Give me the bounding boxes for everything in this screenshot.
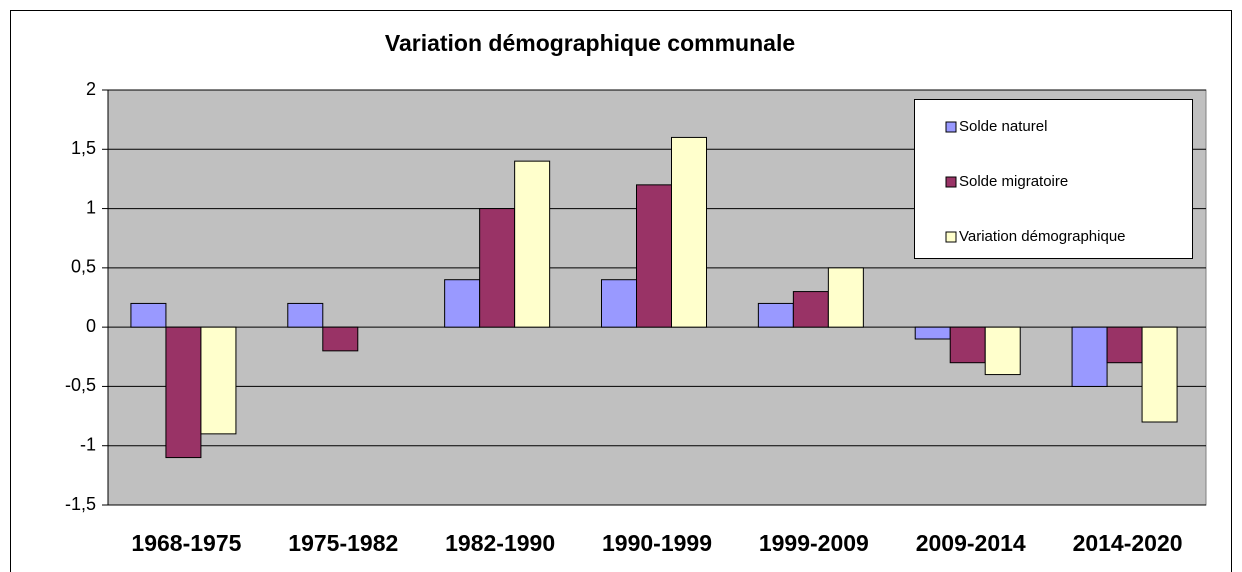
y-tick-label: 0 [86, 316, 96, 336]
bar [601, 279, 637, 328]
legend-label: Solde migratoire [959, 173, 1068, 190]
bar [200, 326, 237, 435]
bar [636, 184, 672, 328]
bar [949, 326, 986, 364]
legend-swatch [945, 231, 957, 243]
bar [984, 326, 1021, 376]
bar [827, 267, 864, 328]
legend-label: Solde naturel [959, 118, 1047, 135]
y-tick-label: -0,5 [65, 375, 96, 395]
x-tick-label: 1968-1975 [131, 530, 241, 556]
legend-label: Variation démographique [959, 228, 1126, 245]
x-tick-label: 1982-1990 [445, 530, 555, 556]
bar [1141, 326, 1178, 423]
legend-swatch [945, 176, 957, 188]
bar [287, 302, 324, 328]
bar [914, 326, 951, 340]
bar [671, 136, 707, 328]
bar [165, 326, 202, 459]
x-tick-label: 1975-1982 [288, 530, 398, 556]
y-tick-label: -1,5 [65, 494, 96, 514]
legend-swatch [945, 121, 957, 133]
x-tick-label: 1999-2009 [759, 530, 869, 556]
y-tick-label: 0,5 [71, 257, 96, 277]
legend [914, 99, 1193, 259]
bar [444, 279, 481, 328]
bar [792, 291, 829, 328]
bar [322, 326, 359, 352]
chart-title: Variation démographique communale [385, 30, 795, 56]
bar [130, 302, 167, 328]
y-tick-label: -1 [80, 434, 96, 454]
y-tick-label: 1,5 [71, 138, 96, 158]
bar [1106, 326, 1143, 364]
chart-border [10, 10, 1232, 572]
y-tick-label: 2 [86, 79, 96, 99]
bar [514, 160, 551, 328]
x-tick-label: 2014-2020 [1073, 530, 1183, 556]
bar [757, 302, 794, 328]
x-tick-label: 2009-2014 [916, 530, 1026, 556]
bar [479, 208, 516, 328]
bar [1071, 326, 1108, 387]
y-tick-label: 1 [86, 197, 96, 217]
x-tick-label: 1990-1999 [602, 530, 712, 556]
